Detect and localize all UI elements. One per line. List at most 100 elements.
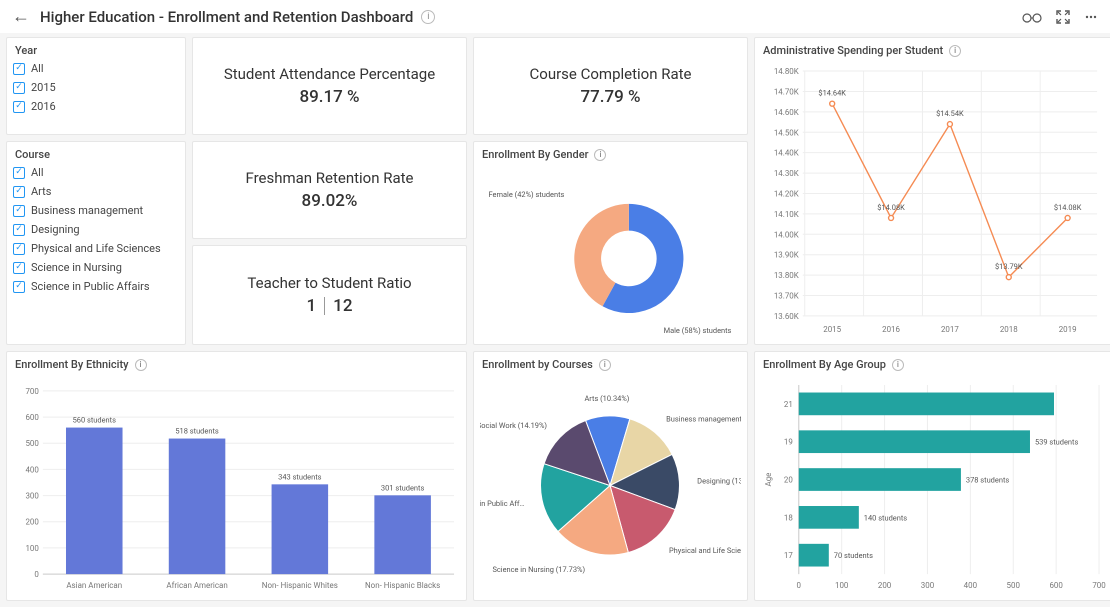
- svg-text:Physical and Life Sciences (15: Physical and Life Sciences (15.11%): [669, 546, 741, 555]
- expand-icon[interactable]: [1056, 10, 1070, 24]
- filter-item[interactable]: ✓ Designing: [11, 220, 181, 239]
- svg-text:300: 300: [25, 492, 39, 501]
- checkbox-icon[interactable]: ✓: [13, 186, 25, 198]
- svg-text:20: 20: [784, 476, 793, 485]
- svg-text:Science in Public Aff…: Science in Public Aff…: [480, 499, 524, 508]
- filter-item[interactable]: ✓ Business management: [11, 201, 181, 220]
- svg-text:2018: 2018: [1000, 325, 1018, 334]
- svg-text:100: 100: [835, 581, 849, 590]
- svg-text:14.10K: 14.10K: [774, 210, 800, 219]
- kpi-attendance: Student Attendance Percentage 89.17 %: [192, 37, 467, 135]
- filter-item-label: 2016: [31, 100, 56, 113]
- svg-text:Social Work (14.19%): Social Work (14.19%): [480, 421, 547, 430]
- info-icon[interactable]: i: [135, 359, 147, 371]
- svg-text:140 students: 140 students: [864, 513, 907, 522]
- svg-text:2015: 2015: [823, 325, 841, 334]
- svg-text:Non- Hispanic Blacks: Non- Hispanic Blacks: [365, 581, 440, 590]
- svg-text:13.60K: 13.60K: [774, 312, 800, 321]
- header: ← Higher Education - Enrollment and Rete…: [0, 0, 1110, 33]
- svg-text:14.60K: 14.60K: [774, 108, 800, 117]
- filter-item-label: Designing: [31, 223, 80, 236]
- svg-text:Business management (1…: Business management (1…: [666, 415, 741, 424]
- filter-item[interactable]: ✓ Science in Nursing: [11, 258, 181, 277]
- filter-item-label: Physical and Life Sciences: [31, 242, 161, 255]
- svg-text:Designing (13.03%): Designing (13.03%): [697, 477, 741, 486]
- svg-text:700: 700: [25, 387, 39, 396]
- glasses-icon[interactable]: [1022, 11, 1042, 23]
- chart-gender: Enrollment By Genderi Male (58%) student…: [473, 141, 748, 345]
- svg-text:600: 600: [1049, 581, 1063, 590]
- kpi-completion: Course Completion Rate 77.79 %: [473, 37, 748, 135]
- kpi-attendance-value: 89.17 %: [299, 87, 359, 107]
- svg-text:518 students: 518 students: [175, 427, 219, 436]
- svg-text:18: 18: [784, 513, 793, 522]
- checkbox-icon[interactable]: ✓: [13, 63, 25, 75]
- filter-course: Course ✓ All ✓ Arts ✓ Business management ✓ Des…: [6, 141, 186, 345]
- filter-year-title: Year: [7, 38, 185, 59]
- kpi-ratio-value: 112: [307, 296, 353, 316]
- svg-text:$14.54K: $14.54K: [936, 109, 964, 118]
- checkbox-icon[interactable]: ✓: [13, 167, 25, 179]
- filter-item-label: Arts: [31, 185, 51, 198]
- svg-text:0: 0: [34, 570, 39, 579]
- checkbox-icon[interactable]: ✓: [13, 262, 25, 274]
- svg-text:378 students: 378 students: [966, 476, 1009, 485]
- checkbox-icon[interactable]: ✓: [13, 243, 25, 255]
- chart-gender-title: Enrollment By Genderi: [474, 142, 747, 163]
- svg-text:African American: African American: [166, 581, 227, 590]
- svg-text:Arts (10.34%): Arts (10.34%): [584, 394, 629, 403]
- svg-text:14.80K: 14.80K: [774, 67, 800, 76]
- svg-text:14.00K: 14.00K: [774, 230, 800, 239]
- info-icon[interactable]: i: [599, 359, 611, 371]
- svg-text:70 students: 70 students: [834, 551, 873, 560]
- kpi-completion-title: Course Completion Rate: [530, 65, 692, 83]
- filter-course-title: Course: [7, 142, 185, 163]
- filter-item[interactable]: ✓2015: [11, 78, 181, 97]
- filter-item[interactable]: ✓ All: [11, 59, 181, 78]
- svg-text:17: 17: [784, 551, 793, 560]
- svg-text:0: 0: [797, 581, 802, 590]
- filter-item-label: Business management: [31, 204, 143, 217]
- kpi-retention: Freshman Retention Rate 89.02%: [192, 141, 467, 239]
- page-title: Higher Education - Enrollment and Retent…: [40, 8, 413, 26]
- svg-text:600: 600: [25, 413, 39, 422]
- checkbox-icon[interactable]: ✓: [13, 281, 25, 293]
- svg-text:200: 200: [878, 581, 892, 590]
- info-icon[interactable]: i: [594, 149, 606, 161]
- checkbox-icon[interactable]: ✓: [13, 224, 25, 236]
- svg-text:Male (58%) students: Male (58%) students: [664, 326, 732, 335]
- checkbox-icon[interactable]: ✓: [13, 205, 25, 217]
- svg-text:Science in Nursing (17.73%): Science in Nursing (17.73%): [492, 565, 585, 574]
- svg-text:14.40K: 14.40K: [774, 149, 800, 158]
- kpi-ratio: Teacher to Student Ratio 112: [192, 245, 467, 345]
- svg-text:$14.08K: $14.08K: [877, 203, 905, 212]
- svg-text:19: 19: [784, 438, 793, 447]
- svg-text:700: 700: [1092, 581, 1106, 590]
- filter-item[interactable]: ✓ 2016: [11, 97, 181, 116]
- filter-item-label: Science in Nursing: [31, 261, 122, 274]
- filter-item[interactable]: ✓ All: [11, 163, 181, 182]
- svg-text:13.80K: 13.80K: [774, 271, 800, 280]
- info-icon[interactable]: i: [892, 359, 904, 371]
- kpi-completion-value: 77.79 %: [580, 87, 640, 107]
- svg-text:14.70K: 14.70K: [774, 87, 800, 96]
- filter-item-label: All: [31, 62, 44, 75]
- svg-text:2016: 2016: [882, 325, 900, 334]
- svg-text:400: 400: [964, 581, 978, 590]
- more-icon[interactable]: [1084, 10, 1098, 24]
- filter-item-label: All: [31, 166, 44, 179]
- back-arrow[interactable]: ←: [12, 6, 30, 27]
- svg-text:500: 500: [1007, 581, 1021, 590]
- filter-item[interactable]: ✓ Physical and Life Sciences: [11, 239, 181, 258]
- kpi-attendance-title: Student Attendance Percentage: [224, 65, 435, 83]
- filter-item[interactable]: ✓ Arts: [11, 182, 181, 201]
- svg-text:21: 21: [784, 400, 793, 409]
- kpi-retention-value: 89.02%: [302, 191, 358, 211]
- svg-text:500: 500: [25, 439, 39, 448]
- filter-item[interactable]: ✓Science in Public Affairs: [11, 277, 181, 296]
- info-icon[interactable]: i: [949, 45, 961, 57]
- checkbox-icon[interactable]: ✓: [13, 101, 25, 113]
- info-icon[interactable]: i: [421, 10, 435, 24]
- kpi-retention-title: Freshman Retention Rate: [245, 169, 413, 187]
- checkbox-icon[interactable]: ✓: [13, 82, 25, 94]
